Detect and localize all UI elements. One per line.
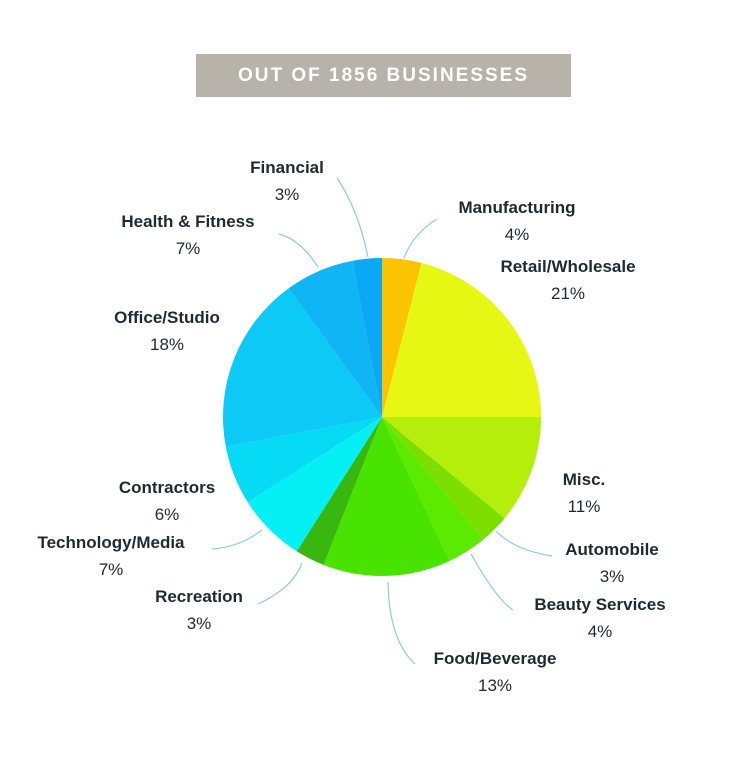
slice-value-label: 13% (478, 676, 512, 695)
pie-slice-office-studio (223, 288, 382, 447)
pie-slice-technology-media (247, 417, 382, 552)
leader-line (257, 562, 303, 605)
pie-slice-retail-wholesale (382, 263, 541, 417)
slice-value-label: 4% (505, 225, 530, 244)
slice-label: Recreation (155, 587, 243, 606)
pie-slice-food-beverage (323, 417, 450, 576)
slice-value-label: 18% (150, 335, 184, 354)
pie-slice-manufacturing (382, 258, 422, 417)
leader-line (211, 529, 263, 550)
slice-value-label: 7% (176, 239, 201, 258)
leader-line (336, 177, 369, 258)
slice-label: Contractors (119, 478, 215, 497)
leader-line (470, 553, 514, 611)
chart-title-banner: OUT OF 1856 BUSINESSES (196, 54, 571, 97)
slice-label: Beauty Services (534, 595, 665, 614)
slice-label: Retail/Wholesale (500, 257, 635, 276)
pie-slice-beauty-services (382, 417, 484, 561)
leader-lines (211, 177, 553, 665)
slice-label: Food/Beverage (434, 649, 557, 668)
pie-slice-recreation (296, 417, 382, 565)
leader-line (387, 581, 416, 665)
pie-slice-misc- (382, 417, 541, 519)
slice-value-label: 3% (600, 567, 625, 586)
slice-label: Misc. (563, 470, 606, 489)
slice-label: Manufacturing (458, 198, 575, 217)
slice-value-label: 4% (588, 622, 613, 641)
leader-line (495, 530, 553, 557)
slice-label: Financial (250, 158, 324, 177)
pie-slices (223, 258, 541, 576)
pie-labels: Manufacturing 4% Retail/Wholesale 21% Misc. 1… (37, 158, 665, 695)
slice-value-label: 3% (275, 185, 300, 204)
slice-label: Office/Studio (114, 308, 220, 327)
chart-title: OUT OF 1856 BUSINESSES (237, 64, 530, 86)
pie-slice-financial (352, 258, 382, 417)
slice-label: Health & Fitness (121, 212, 254, 231)
slice-value-label: 7% (99, 560, 124, 579)
pie-slice-automobile (382, 417, 505, 540)
pie-slice-contractors (225, 417, 382, 503)
slice-value-label: 21% (551, 284, 585, 303)
slice-label: Automobile (565, 540, 659, 559)
pie-slice-health-fitness (288, 260, 382, 417)
slice-value-label: 3% (187, 614, 212, 633)
leader-line (403, 218, 438, 259)
slice-value-label: 6% (155, 505, 180, 524)
slice-label: Technology/Media (37, 533, 185, 552)
slice-value-label: 11% (568, 497, 601, 516)
leader-line (278, 233, 319, 268)
